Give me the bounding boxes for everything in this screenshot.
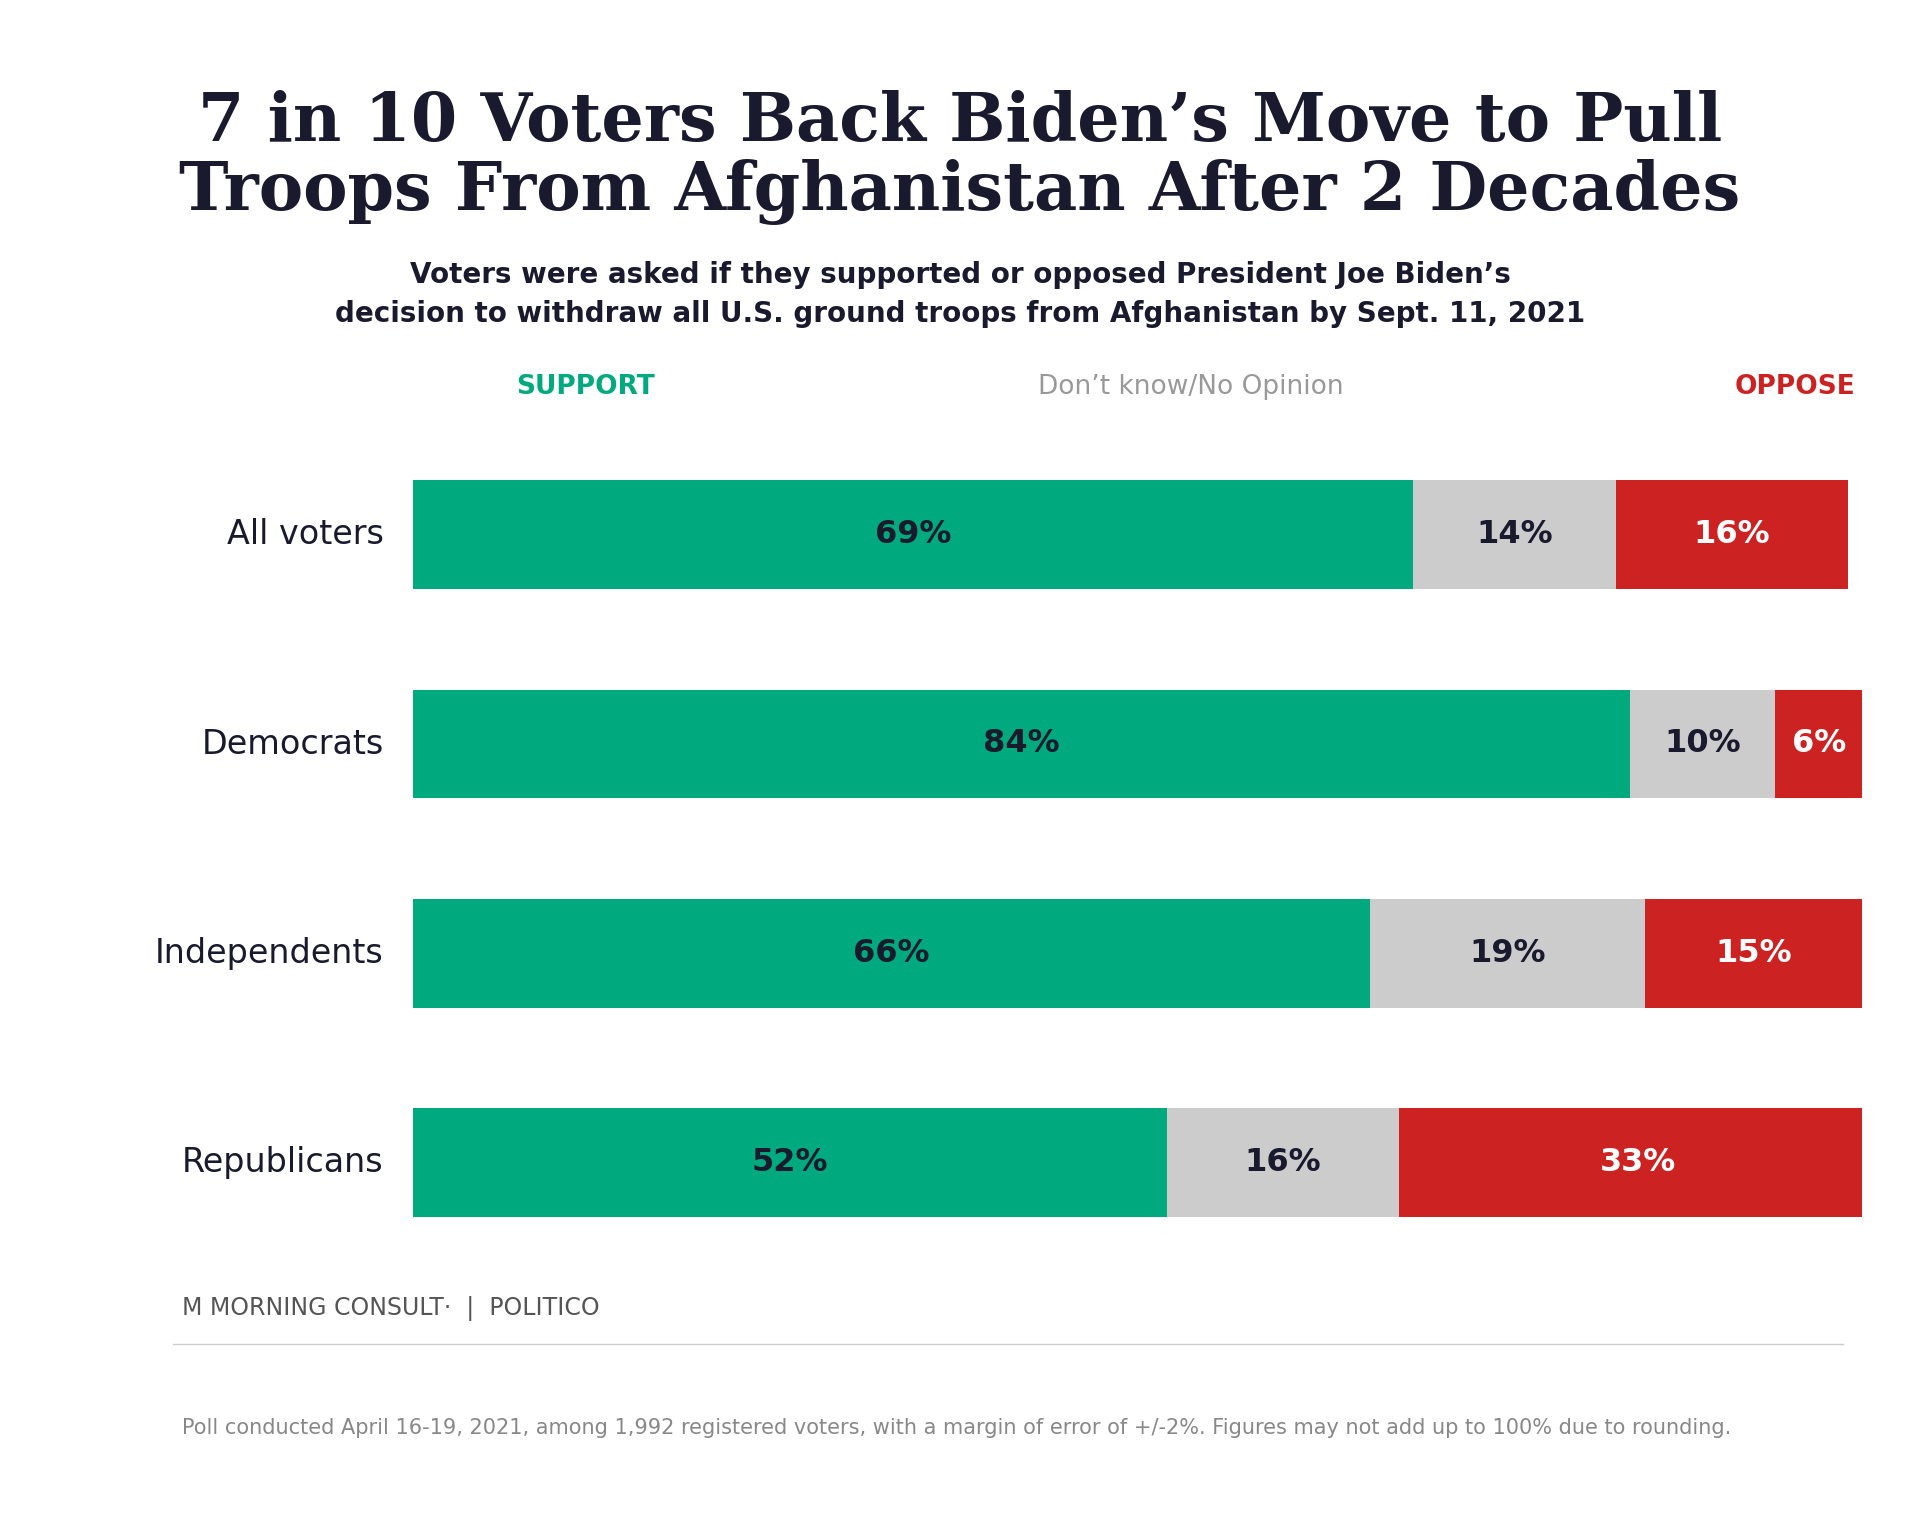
Bar	[413, 1107, 1167, 1217]
Bar	[1776, 690, 1862, 799]
Text: Don’t know/No Opinion: Don’t know/No Opinion	[1037, 375, 1344, 399]
Bar	[413, 899, 1369, 1008]
Text: SUPPORT: SUPPORT	[516, 375, 655, 399]
Text: 84%: 84%	[983, 728, 1060, 759]
Text: 16%: 16%	[1244, 1147, 1321, 1178]
Bar	[413, 481, 1413, 590]
Bar	[1630, 690, 1776, 799]
Text: All voters: All voters	[227, 518, 384, 551]
Text: 69%: 69%	[876, 519, 950, 550]
Text: 10%: 10%	[1665, 728, 1741, 759]
Bar	[1413, 481, 1617, 590]
Text: Poll conducted April 16-19, 2021, among 1,992 registered voters, with a margin o: Poll conducted April 16-19, 2021, among …	[182, 1418, 1732, 1439]
Text: Democrats: Democrats	[202, 728, 384, 760]
Bar	[413, 690, 1630, 799]
Text: Voters were asked if they supported or opposed President Joe Biden’s
decision to: Voters were asked if they supported or o…	[334, 261, 1586, 329]
Bar	[1617, 481, 1847, 590]
Text: 33%: 33%	[1599, 1147, 1676, 1178]
Bar	[1369, 899, 1645, 1008]
Text: Republicans: Republicans	[182, 1146, 384, 1180]
Text: 19%: 19%	[1469, 938, 1546, 969]
Text: 16%: 16%	[1693, 519, 1770, 550]
Text: Independents: Independents	[156, 937, 384, 969]
Text: Μ MORNING CONSULT·  |  POLITICO: Μ MORNING CONSULT· | POLITICO	[182, 1296, 601, 1321]
Bar	[1167, 1107, 1398, 1217]
Text: 14%: 14%	[1476, 519, 1553, 550]
Bar	[1398, 1107, 1878, 1217]
Text: OPPOSE: OPPOSE	[1736, 375, 1855, 399]
Text: 7 in 10 Voters Back Biden’s Move to Pull: 7 in 10 Voters Back Biden’s Move to Pull	[198, 91, 1722, 155]
Bar	[1645, 899, 1862, 1008]
Text: 66%: 66%	[852, 938, 929, 969]
Text: 6%: 6%	[1791, 728, 1845, 759]
Text: 52%: 52%	[751, 1147, 828, 1178]
Text: Troops From Afghanistan After 2 Decades: Troops From Afghanistan After 2 Decades	[179, 160, 1741, 224]
Text: 15%: 15%	[1715, 938, 1791, 969]
